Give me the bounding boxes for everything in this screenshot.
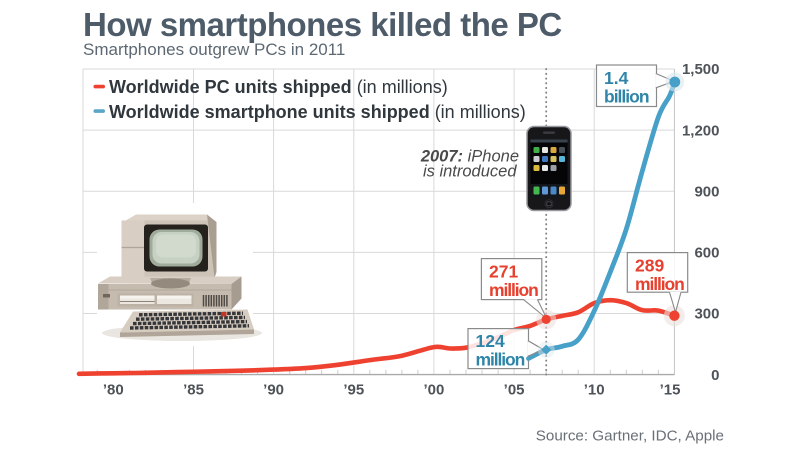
svg-text:Smartphones outgrew PCs in 201: Smartphones outgrew PCs in 2011	[83, 40, 345, 59]
svg-text:’00: ’00	[423, 382, 444, 399]
svg-text:1,200: 1,200	[682, 122, 720, 139]
svg-text:1.4: 1.4	[604, 68, 629, 88]
svg-text:271: 271	[489, 262, 518, 282]
svg-text:’90: ’90	[263, 382, 284, 399]
svg-text:’80: ’80	[103, 382, 124, 399]
svg-text:1,500: 1,500	[682, 61, 720, 78]
svg-text:’15: ’15	[660, 382, 681, 399]
svg-text:Source: Gartner, IDC, Apple: Source: Gartner, IDC, Apple	[536, 428, 724, 445]
svg-text:How smartphones killed the PC: How smartphones killed the PC	[83, 6, 562, 43]
svg-text:’05: ’05	[504, 382, 525, 399]
svg-text:million: million	[476, 350, 525, 370]
svg-text:million: million	[489, 280, 538, 300]
svg-text:billion: billion	[604, 87, 649, 107]
svg-text:289: 289	[635, 256, 664, 276]
svg-text:300: 300	[694, 306, 719, 323]
svg-text:Worldwide PC units shipped (in: Worldwide PC units shipped (in millions)	[109, 77, 448, 97]
svg-text:million: million	[635, 274, 684, 294]
svg-text:’85: ’85	[183, 382, 204, 399]
svg-text:124: 124	[476, 331, 505, 351]
svg-text:’95: ’95	[343, 382, 364, 399]
svg-text:’10: ’10	[584, 382, 605, 399]
svg-text:600: 600	[694, 245, 719, 262]
svg-text:Worldwide smartphone units shi: Worldwide smartphone units shipped (in m…	[109, 102, 526, 122]
svg-text:2007: iPhone: 2007: iPhone	[420, 148, 519, 166]
svg-text:is introduced: is introduced	[423, 163, 517, 181]
svg-text:900: 900	[694, 183, 719, 200]
svg-text:0: 0	[711, 367, 719, 384]
